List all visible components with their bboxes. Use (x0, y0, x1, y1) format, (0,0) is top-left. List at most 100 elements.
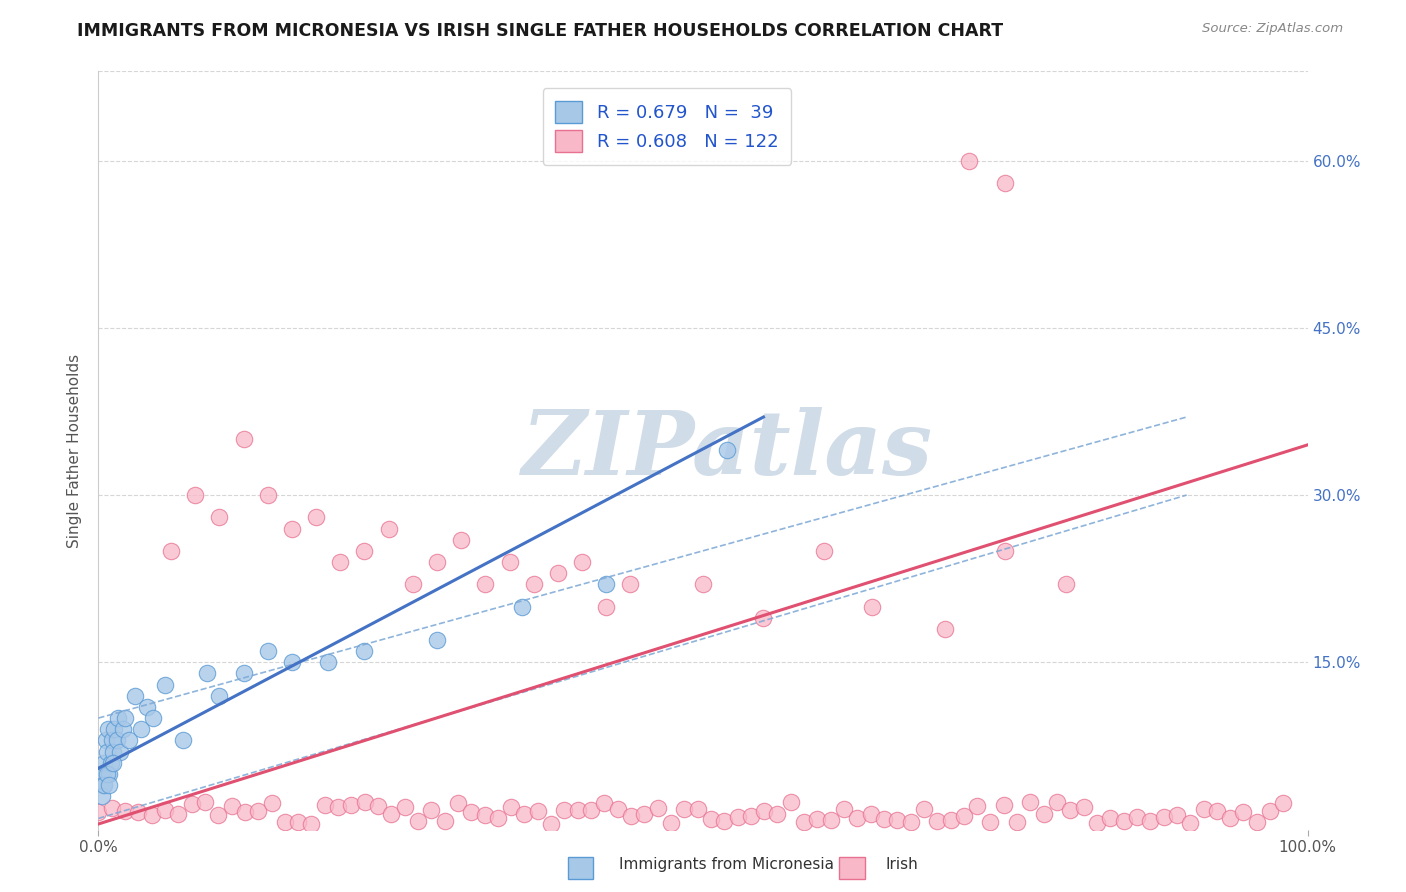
Point (194, 796, 217, 810)
Point (426, 555, 449, 569)
Point (886, 814, 908, 828)
Point (994, 544, 1017, 558)
Point (1059, 804, 1081, 818)
Point (108, 744, 131, 758)
Point (486, 811, 509, 825)
Point (105, 733, 128, 747)
Point (553, 803, 575, 817)
Point (513, 806, 536, 821)
Point (103, 723, 125, 737)
Point (1258, 804, 1281, 818)
Point (859, 806, 882, 821)
Point (100, 801, 122, 815)
Point (100, 733, 122, 747)
Point (260, 797, 283, 811)
Point (1005, 814, 1028, 829)
Point (673, 802, 696, 816)
Point (94, 733, 117, 747)
Point (633, 807, 655, 822)
Point (98, 778, 121, 792)
Text: ZIPatlas: ZIPatlas (522, 408, 932, 493)
Point (1205, 805, 1227, 819)
Point (846, 811, 869, 825)
Point (498, 555, 520, 569)
Point (93, 778, 115, 792)
Point (142, 711, 165, 725)
Point (474, 807, 496, 822)
Point (900, 814, 922, 829)
Text: Irish: Irish (886, 857, 918, 872)
Point (287, 815, 309, 830)
Point (1046, 795, 1069, 809)
Point (1085, 816, 1108, 830)
Point (595, 599, 617, 614)
Point (377, 521, 399, 535)
Point (1112, 814, 1135, 829)
Point (1153, 810, 1175, 824)
Point (114, 711, 136, 725)
Point (779, 795, 801, 809)
Point (91, 789, 114, 804)
Point (256, 644, 278, 658)
Point (979, 814, 1001, 829)
Point (873, 812, 896, 826)
Point (274, 815, 297, 830)
Point (111, 723, 134, 737)
Point (114, 804, 136, 818)
Point (93, 756, 115, 770)
Point (993, 798, 1015, 813)
Point (713, 814, 735, 829)
Point (957, 153, 980, 168)
Point (686, 802, 709, 816)
Point (752, 804, 775, 818)
Point (107, 711, 129, 725)
Point (460, 805, 482, 820)
Point (820, 814, 842, 828)
Point (118, 733, 141, 747)
Y-axis label: Single Father Households: Single Father Households (67, 353, 83, 548)
Point (101, 756, 124, 770)
Point (571, 555, 593, 569)
Point (367, 799, 389, 814)
Point (793, 814, 815, 829)
Point (233, 805, 256, 820)
Point (100, 756, 122, 770)
Point (1099, 811, 1122, 825)
Point (700, 812, 723, 826)
Point (510, 599, 533, 614)
Point (547, 566, 569, 581)
Point (153, 678, 176, 692)
Point (1219, 811, 1241, 825)
Point (912, 802, 935, 816)
Point (195, 666, 218, 681)
Point (994, 176, 1017, 190)
Point (752, 611, 775, 625)
Point (101, 744, 124, 758)
Point (314, 798, 336, 813)
Point (353, 795, 375, 809)
Point (141, 807, 163, 822)
Point (727, 810, 749, 824)
Point (96, 744, 118, 758)
Point (1073, 800, 1095, 814)
Point (426, 633, 449, 648)
Point (394, 799, 416, 814)
Point (340, 797, 363, 812)
Point (127, 805, 149, 819)
Point (329, 555, 352, 569)
Point (305, 510, 328, 524)
Point (953, 809, 976, 823)
Point (326, 799, 349, 814)
Point (766, 807, 789, 822)
Text: IMMIGRANTS FROM MICRONESIA VS IRISH SINGLE FATHER HOUSEHOLDS CORRELATION CHART: IMMIGRANTS FROM MICRONESIA VS IRISH SING… (77, 22, 1004, 40)
Text: Source: ZipAtlas.com: Source: ZipAtlas.com (1202, 22, 1343, 36)
Point (579, 803, 602, 817)
Point (91, 778, 114, 792)
Point (281, 655, 304, 669)
Point (153, 803, 176, 817)
Point (208, 510, 231, 524)
Point (1126, 810, 1149, 824)
Point (221, 799, 243, 814)
Point (934, 622, 956, 636)
Point (1019, 795, 1042, 809)
